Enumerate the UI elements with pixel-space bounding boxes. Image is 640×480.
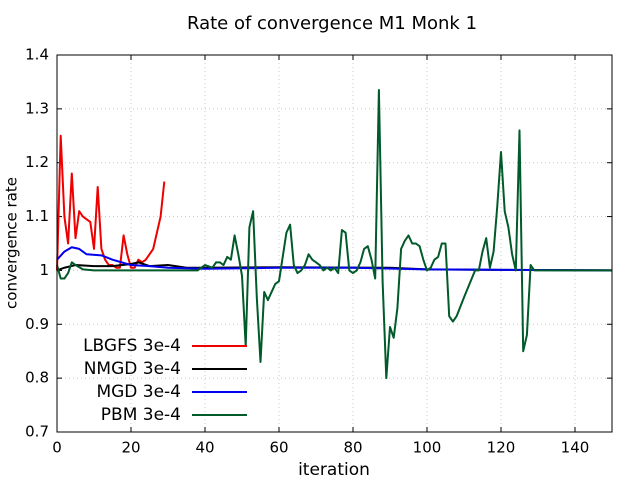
y-tick-label: 1.1 <box>25 207 49 225</box>
legend-label: PBM 3e-4 <box>101 405 181 425</box>
series-line <box>56 134 166 271</box>
y-axis-label: convergence rate <box>3 177 21 309</box>
x-tick-label: 0 <box>52 439 62 457</box>
x-axis-label: iteration <box>298 460 370 480</box>
chart-title: Rate of convergence M1 Monk 1 <box>187 13 477 34</box>
y-tick-label: 1.4 <box>25 46 49 64</box>
series-line <box>56 89 612 380</box>
x-tick-label: 120 <box>487 439 516 457</box>
x-tick-label: 40 <box>195 439 214 457</box>
y-tick-label: 1 <box>39 261 49 279</box>
x-tick-label: 80 <box>343 439 362 457</box>
y-tick-label: 0.8 <box>25 369 49 387</box>
y-tick-label: 1.2 <box>25 153 49 171</box>
y-tick-label: 1.3 <box>25 99 49 117</box>
legend-label: LBGFS 3e-4 <box>83 336 181 356</box>
x-tick-label: 20 <box>121 439 140 457</box>
x-tick-label: 100 <box>413 439 442 457</box>
y-tick-label: 0.9 <box>25 315 49 333</box>
x-tick-label: 140 <box>561 439 590 457</box>
legend-label: NMGD 3e-4 <box>84 359 181 379</box>
x-tick-label: 60 <box>269 439 288 457</box>
plot-frame <box>56 54 613 433</box>
y-tick-label: 0.7 <box>25 423 49 441</box>
legend-label: MGD 3e-4 <box>96 382 181 402</box>
